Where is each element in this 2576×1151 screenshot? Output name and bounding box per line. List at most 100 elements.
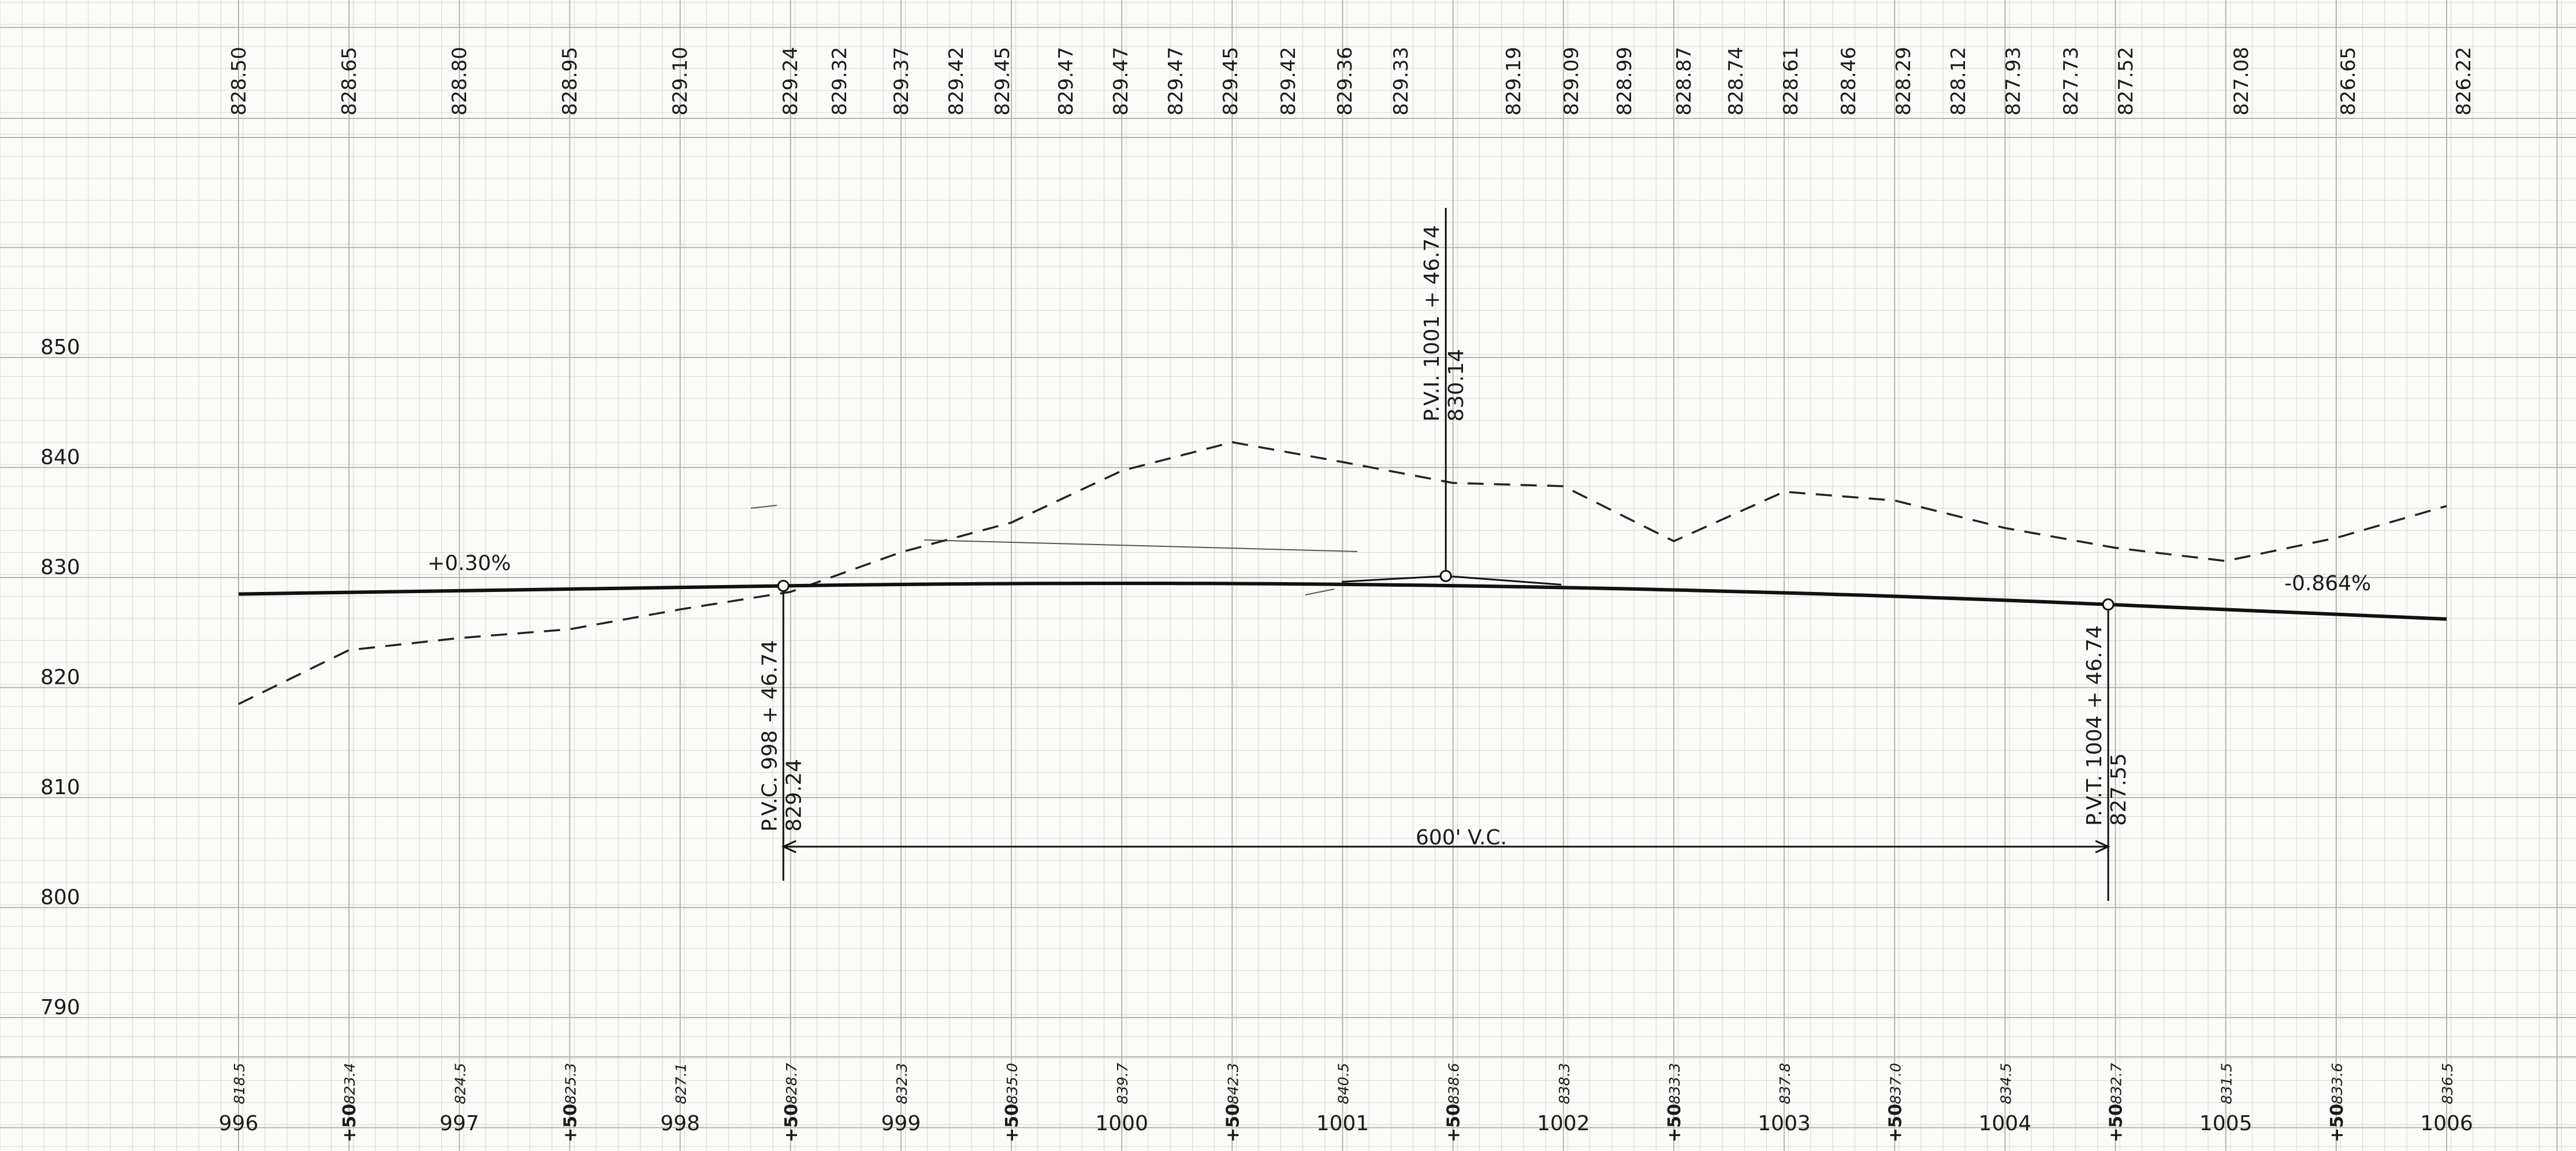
station-plus-label: +50 (2327, 1104, 2347, 1142)
finished-grade-label: 828.50 (228, 47, 251, 116)
station-axis: 996 +50 997 +50 998 +50 999 +50 1000 +50 1001 +50 10… (219, 1104, 2473, 1142)
elevation-tick-label: 810 (40, 776, 80, 799)
ground-elevation-label: 838.3 (1556, 1063, 1573, 1104)
station-plus-label: +50 (2106, 1104, 2127, 1142)
finished-grade-label: 829.42 (945, 47, 968, 116)
elevation-tick-label: 840 (40, 446, 80, 470)
finished-grade-label: 829.37 (890, 47, 913, 116)
finished-grade-label: 828.99 (1613, 47, 1636, 116)
ground-elevation-label: 840.5 (1335, 1063, 1352, 1104)
ground-elevation-label: 833.3 (1666, 1063, 1683, 1104)
station-label: 997 (440, 1112, 479, 1135)
existing-ground-line (238, 441, 2447, 705)
finished-grade-label: 829.47 (1110, 47, 1133, 116)
pvi-annotation: P.V.I. 1001 + 46.74 830.14 (1420, 225, 1468, 422)
station-plus-label: +50 (1665, 1104, 1685, 1142)
station-label: 996 (219, 1112, 259, 1135)
station-label: 1001 (1316, 1112, 1369, 1135)
ground-elevation-label: 828.7 (783, 1063, 800, 1104)
ground-elevation-label: 838.6 (1446, 1063, 1462, 1104)
finished-grade-label: 828.12 (1947, 47, 1970, 116)
station-plus-label: +50 (560, 1104, 580, 1142)
vertical-curve (783, 582, 2109, 606)
pvc-annotation: P.V.C. 998 + 46.74 829.24 (758, 640, 806, 832)
pvc-label: P.V.C. 998 + 46.74 (758, 640, 781, 832)
finished-grade-label: 829.47 (1055, 47, 1078, 116)
finished-grade-label: 829.09 (1560, 47, 1583, 116)
ground-elevation-label: 827.1 (673, 1063, 690, 1104)
pvt-elevation: 827.55 (2107, 753, 2131, 826)
finished-grade-label: 829.47 (1164, 47, 1188, 116)
finished-grade-label: 829.33 (1390, 47, 1413, 116)
vertical-curve-dimension-ticks (781, 840, 2110, 854)
finished-grade-label: 829.42 (1277, 47, 1300, 116)
pvc-point (777, 579, 790, 592)
ground-elevation-label: 818.5 (231, 1063, 248, 1104)
finished-grade-label: 826.22 (2452, 47, 2476, 116)
pvi-point (1439, 569, 1452, 582)
finished-grade-label: 828.95 (559, 47, 582, 116)
ground-elevations: 818.5 823.4 824.5 825.3 827.1 828.7 832.3 835.0… (231, 1063, 2456, 1104)
station-label: 1000 (1095, 1112, 1148, 1135)
finished-grade-label: 827.08 (2230, 47, 2253, 116)
grade-line-incoming (238, 584, 784, 596)
finished-grade-elevations: 828.50 828.65 828.80 828.95 829.10 829.24 829.… (228, 47, 2476, 116)
elevation-tick-label: 790 (40, 996, 80, 1019)
ground-elevation-label: 825.3 (562, 1063, 579, 1104)
grade-line-outgoing (2108, 602, 2447, 621)
ground-elevation-label: 837.8 (1777, 1063, 1793, 1104)
finished-grade-label: 829.24 (779, 47, 802, 116)
pvt-annotation: P.V.T. 1004 + 46.74 827.55 (2083, 625, 2131, 826)
elevation-axis: 850 840 830 820 810 800 790 (40, 336, 80, 1019)
station-plus-label: +50 (1885, 1104, 1905, 1142)
station-label: 1002 (1537, 1112, 1590, 1135)
elevation-tick-label: 800 (40, 886, 80, 910)
station-plus-label: +50 (1002, 1104, 1022, 1142)
elevation-tick-label: 850 (40, 336, 80, 359)
pvt-point (2102, 598, 2115, 611)
finished-grade-label: 829.36 (1334, 47, 1357, 116)
ground-elevation-label: 832.7 (2108, 1063, 2125, 1104)
grade-out-label: -0.864% (2284, 572, 2371, 595)
station-label: 1006 (2420, 1112, 2473, 1135)
ground-elevation-label: 834.5 (1997, 1063, 2014, 1104)
ground-elevation-label: 835.0 (1004, 1063, 1021, 1104)
finished-grade-label: 828.87 (1673, 47, 1696, 116)
ground-elevation-label: 836.5 (2439, 1063, 2456, 1104)
finished-grade-label: 829.32 (828, 47, 851, 116)
station-label: 999 (881, 1112, 921, 1135)
ground-faint-line (750, 505, 777, 509)
finished-grade-label: 828.46 (1837, 47, 1860, 116)
finished-grade-label: 827.52 (2115, 47, 2138, 116)
finished-grade-label: 826.65 (2337, 47, 2360, 116)
station-plus-label: +50 (781, 1104, 802, 1142)
ground-elevation-label: 833.6 (2329, 1063, 2346, 1104)
ground-elevation-label: 832.3 (894, 1063, 910, 1104)
finished-grade-label: 828.29 (1892, 47, 1915, 116)
station-plus-label: +50 (1444, 1104, 1464, 1142)
finished-grade-label: 829.45 (1219, 47, 1242, 116)
finished-grade-label: 828.74 (1725, 47, 1748, 116)
station-label: 1004 (1979, 1112, 2032, 1135)
finished-grade-label: 827.93 (2002, 47, 2025, 116)
finished-grade-label: 829.10 (669, 47, 692, 116)
finished-grade-label: 829.19 (1502, 47, 1525, 116)
ground-elevation-label: 823.4 (341, 1063, 358, 1104)
ground-elevation-label: 837.0 (1887, 1063, 1904, 1104)
ground-faint-line (924, 539, 1358, 552)
finished-grade-label: 827.73 (2060, 47, 2083, 116)
pvt-label: P.V.T. 1004 + 46.74 (2083, 625, 2106, 826)
pvi-label: P.V.I. 1001 + 46.74 (1420, 225, 1444, 422)
pvc-elevation: 829.24 (782, 759, 806, 832)
grade-in-label: +0.30% (427, 552, 511, 575)
ground-faint-line (1305, 588, 1335, 595)
station-label: 1005 (2199, 1112, 2253, 1135)
ground-elevation-label: 831.5 (2218, 1063, 2235, 1104)
station-plus-label: +50 (340, 1104, 360, 1142)
pvi-elevation: 830.14 (1445, 349, 1468, 422)
station-plus-label: +50 (1223, 1104, 1243, 1142)
finished-grade-label: 829.45 (991, 47, 1014, 116)
station-label: 1003 (1758, 1112, 1811, 1135)
